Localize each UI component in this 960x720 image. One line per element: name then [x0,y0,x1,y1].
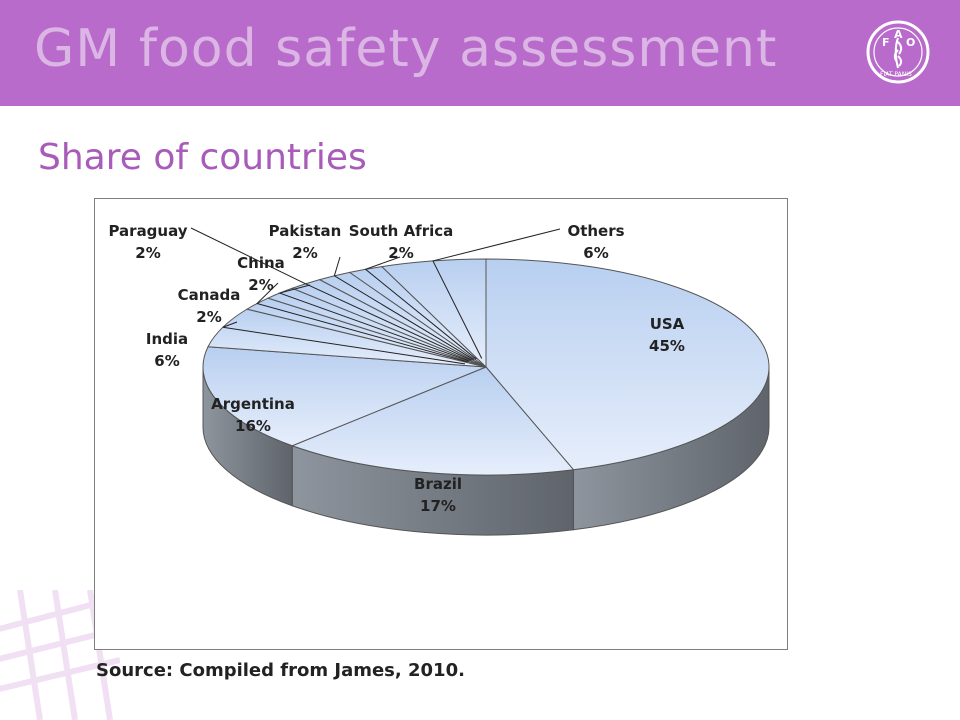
slice-label-others: Others [567,222,624,240]
banner-title: GM food safety assessment [34,19,778,79]
slice-label-india: India [146,330,188,348]
pie-slice-usa [485,258,770,471]
fao-logo-icon: F A O FIAT PANIS [866,20,930,84]
leader-line-paraguay [190,227,472,361]
slice-value-china: 2% [248,276,273,294]
leader-line-canada [256,282,468,363]
slice-value-canada: 2% [196,308,221,326]
slice-label-south-africa: South Africa [349,222,454,240]
slice-value-south-africa: 2% [388,244,413,262]
slice-value-argentina: 16% [235,417,271,435]
slice-label-paraguay: Paraguay [108,222,187,240]
logo-letter-f: F [882,36,890,49]
slice-label-canada: Canada [178,286,241,304]
chart-source: Source: Compiled from James, 2010. [96,660,465,681]
slice-label-pakistan: Pakistan [269,222,342,240]
pie-chart: USA 45% Brazil 17% Argentina 16% India 6% Canada… [108,222,770,536]
slice-value-paraguay: 2% [135,244,160,262]
title-banner: GM food safety assessment F A O FIAT PAN… [0,0,960,106]
slice-value-india: 6% [154,352,179,370]
slice-label-usa: USA [650,315,685,333]
leader-line-south-africa [364,256,477,360]
slice-value-brazil: 17% [420,497,456,515]
leader-line-india [222,321,466,365]
pie-slice-argentina [202,346,487,447]
slice-label-brazil: Brazil [414,475,462,493]
pie-slice-brazil [290,366,575,476]
slice-value-pakistan: 2% [292,244,317,262]
leader-line-pakistan [333,256,475,361]
slice-value-others: 6% [583,244,608,262]
slice-value-usa: 45% [649,337,685,355]
leader-line-others [432,228,561,359]
logo-letter-o: O [906,36,915,49]
leader-line-china [278,284,470,362]
chart-frame: USA 45% Brazil 17% Argentina 16% India 6% Canada… [94,198,788,650]
logo-motto: FIAT PANIS [880,71,912,78]
slice-label-china: China [237,254,285,272]
slide-title: Share of countries [38,137,367,178]
slice-label-argentina: Argentina [211,395,295,413]
logo-letter-a: A [894,28,903,41]
